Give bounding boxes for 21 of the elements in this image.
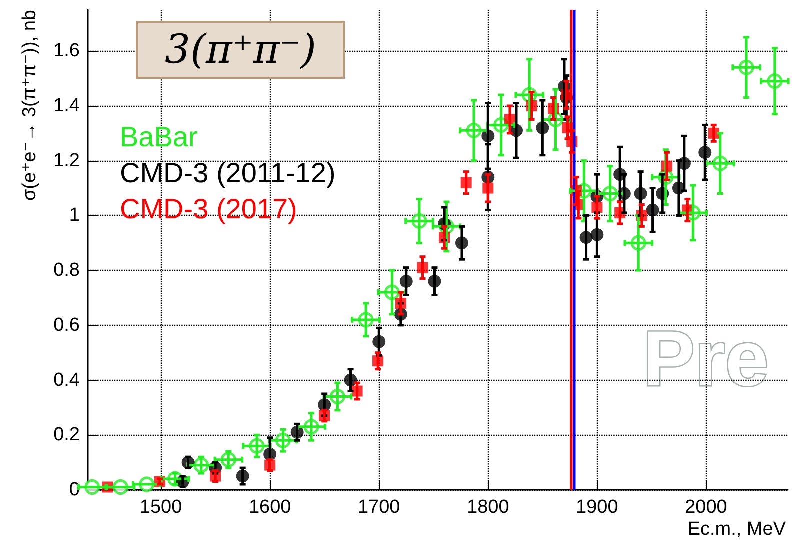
y-tick-label: 0.4: [54, 370, 80, 391]
text: BaBar: [120, 122, 198, 152]
chart-title: 3(π⁺π⁻): [165, 27, 316, 73]
text: CMD-3 (2011-12): [120, 158, 336, 188]
x-tick-label: 1700: [358, 497, 400, 518]
x-tick-label: 2000: [685, 497, 728, 518]
x-axis-title: Ec.m., MeV: [688, 519, 786, 540]
x-tick-label: 1900: [576, 497, 618, 518]
y-tick-label: 0.6: [54, 314, 80, 336]
y-tick-label: 1.2: [54, 150, 80, 172]
y-tick-label: 1.4: [54, 96, 80, 116]
y-tick-label: 1: [69, 205, 80, 226]
text: CMD-3 (2017): [120, 194, 298, 224]
x-tick-label: 1500: [140, 497, 182, 518]
y-axis-title: σ(e⁺e⁻→ 3(π⁺π⁻)), nb: [20, 10, 40, 202]
x-tick-label: 1600: [248, 497, 292, 518]
annotation: Pre: [642, 314, 769, 402]
x-tick-label: 1800: [467, 497, 510, 518]
y-tick-label: 0.2: [54, 424, 80, 446]
y-tick-label: 1.6: [54, 40, 80, 62]
y-tick-label: 0.8: [54, 260, 80, 282]
